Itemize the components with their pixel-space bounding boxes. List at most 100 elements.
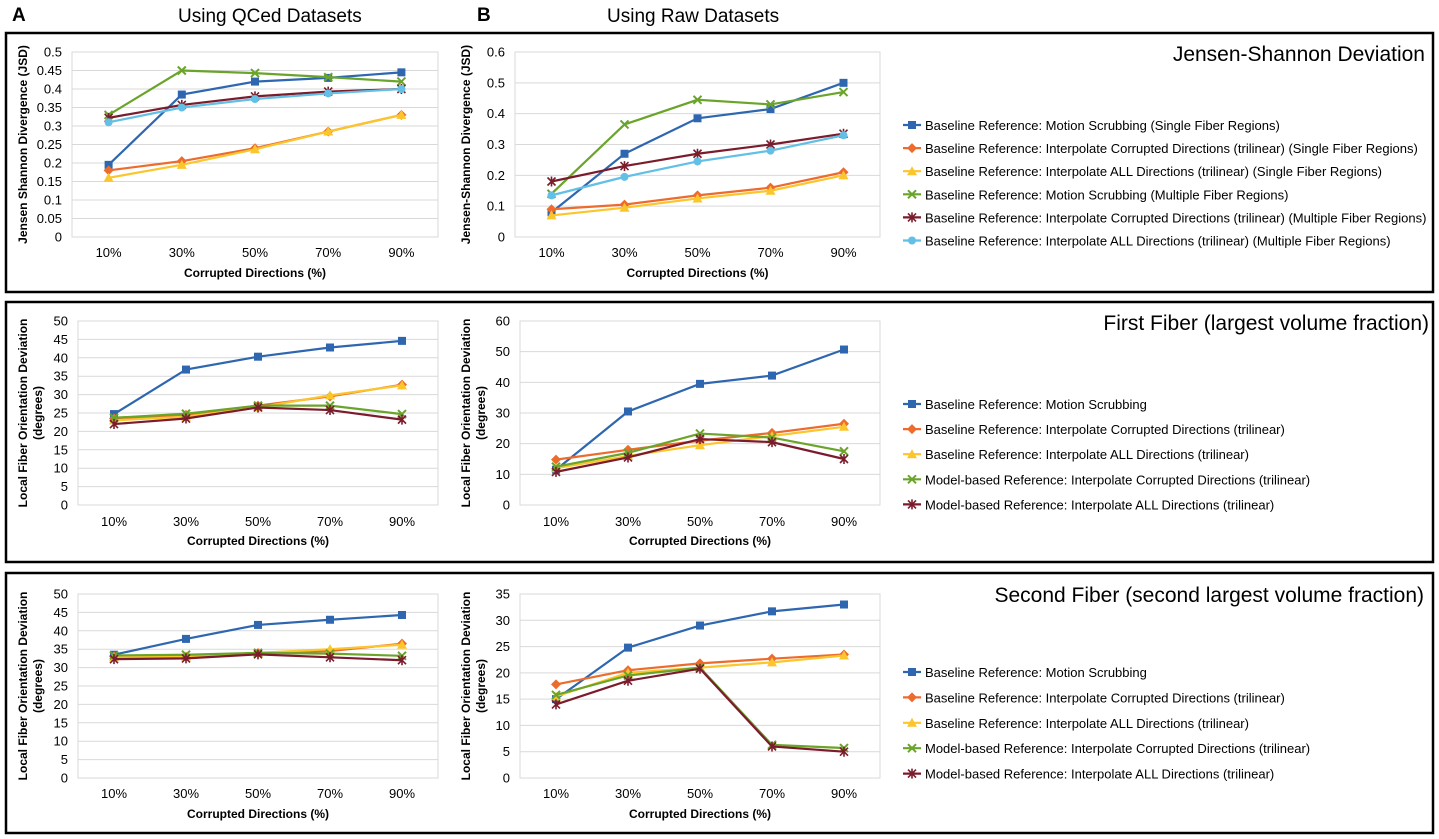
y-tick-label: 25 <box>54 679 68 694</box>
legend-label: Baseline Reference: Motion Scrubbing <box>925 397 1147 412</box>
y-tick-label: 45 <box>54 332 68 347</box>
y-tick-label: 0.3 <box>487 137 505 152</box>
x-tick-label: 30% <box>615 514 641 529</box>
data-point <box>839 454 849 464</box>
y-tick-label: 0 <box>61 771 68 786</box>
x-tick-label: 50% <box>242 245 268 260</box>
data-point <box>323 72 333 82</box>
row-title-first-fiber: First Fiber (largest volume fraction) <box>1103 312 1429 335</box>
x-tick-label: 10% <box>543 514 569 529</box>
y-tick-label: 25 <box>54 406 68 421</box>
data-point <box>695 440 705 450</box>
legend-marker <box>907 212 917 223</box>
chart-jsd-A: 0 0.05 0.1 0.15 0.2 0.25 0.3 0.35 0.4 0.45 0.5 10% 3… <box>16 45 439 280</box>
legend-label: Baseline Reference: Interpolate Corrupte… <box>925 141 1418 156</box>
chart-first-B: 0 10 20 30 40 50 60 10% 30% 50% 70% 90% Corrupted Di… <box>459 314 1310 549</box>
data-point <box>181 413 191 424</box>
data-point <box>696 379 704 388</box>
data-point <box>696 621 704 630</box>
plot-area <box>519 593 881 779</box>
data-point <box>619 119 630 130</box>
y-tick-label: 20 <box>54 424 68 439</box>
plot-area <box>519 320 881 506</box>
x-tick-label: 30% <box>173 514 199 529</box>
y-axis-title: Local Fiber Orientation Deviation <box>459 319 473 508</box>
data-point <box>839 746 849 757</box>
plot-area <box>514 51 881 238</box>
x-tick-label: 30% <box>173 786 199 801</box>
y-tick-label: 40 <box>54 350 68 365</box>
legend-marker <box>907 743 917 753</box>
data-point <box>546 204 557 215</box>
row-title-second-fiber: Second Fiber (second largest volume frac… <box>994 584 1424 607</box>
x-axis-title: Corrupted Directions (%) <box>629 534 771 548</box>
x-axis-title: Corrupted Directions (%) <box>187 534 329 548</box>
data-point <box>767 741 777 752</box>
x-axis-title: Corrupted Directions (%) <box>184 266 326 280</box>
row-title-jsd: Jensen-Shannon Deviation <box>1173 43 1425 66</box>
plot-area <box>77 593 439 779</box>
legend-label: Model-based Reference: Interpolate ALL D… <box>925 767 1274 782</box>
x-tick-label: 10% <box>101 514 127 529</box>
data-point <box>324 89 333 98</box>
x-axis-title: Corrupted Directions (%) <box>626 266 768 280</box>
data-point <box>251 94 259 103</box>
y-tick-label: 0.5 <box>487 75 505 90</box>
y-tick-label: 40 <box>496 375 510 390</box>
y-axis-title: (degrees) <box>31 659 45 713</box>
data-point <box>766 105 775 114</box>
data-point <box>695 663 705 674</box>
legend-marker <box>907 768 917 779</box>
plot-area <box>71 51 439 238</box>
x-tick-label: 10% <box>101 786 127 801</box>
data-point <box>840 345 848 354</box>
data-point <box>768 371 776 380</box>
chart-first-A: 0 5 10 15 20 25 30 35 40 45 50 10% 30% 50% 70% 90% Corru… <box>16 314 439 548</box>
data-point <box>250 68 260 78</box>
y-tick-label: 10 <box>496 718 510 733</box>
data-point <box>396 76 407 87</box>
data-point <box>397 414 407 425</box>
y-tick-label: 0.1 <box>487 199 505 214</box>
y-axis-title: Local Fiber Orientation Deviation <box>459 592 473 781</box>
data-point <box>396 109 407 119</box>
charts-layer: 00.050.10.150.20.250.30.350.40.450.510% 3… <box>16 45 1426 822</box>
x-tick-label: 70% <box>759 786 785 801</box>
data-point <box>840 600 848 609</box>
legend-marker <box>907 499 917 510</box>
y-tick-label: 50 <box>54 587 68 602</box>
data-point <box>109 654 119 665</box>
x-tick-label: 50% <box>245 786 271 801</box>
data-point <box>624 407 632 416</box>
plot-area <box>77 320 439 506</box>
y-tick-label: 0.2 <box>487 168 505 183</box>
legend-marker <box>907 166 917 176</box>
panel-a-title: Using QCed Datasets <box>178 6 362 27</box>
y-tick-label: 20 <box>496 436 510 451</box>
data-point <box>619 161 630 172</box>
y-tick-label: 35 <box>54 369 68 384</box>
y-tick-label: 0.4 <box>487 106 505 121</box>
data-point <box>177 103 186 112</box>
legend-label: Baseline Reference: Motion Scrubbing (Mu… <box>925 187 1288 202</box>
data-point <box>767 437 777 448</box>
y-tick-label: 0 <box>498 230 505 245</box>
y-axis-title: Jensen-Shannon Divergence (JSD) <box>459 45 473 244</box>
y-tick-label: 5 <box>61 479 68 494</box>
x-tick-label: 90% <box>830 245 856 260</box>
series-line <box>555 667 845 753</box>
y-tick-label: 0 <box>503 771 510 786</box>
data-point <box>619 202 630 212</box>
chart-second-A: 0 5 10 15 20 25 30 35 40 45 50 10% 30% 50% 70% 90% Corru… <box>16 587 439 821</box>
legend-marker <box>907 189 917 200</box>
data-point <box>254 352 262 361</box>
x-tick-label: 10% <box>538 245 564 260</box>
y-axis-title: (degrees) <box>474 386 488 440</box>
data-point <box>397 380 407 390</box>
x-tick-label: 10% <box>96 245 122 260</box>
x-tick-label: 50% <box>684 245 710 260</box>
y-tick-label: 0.15 <box>37 174 62 189</box>
data-point <box>326 615 334 624</box>
legend-label: Baseline Reference: Interpolate Corrupte… <box>925 690 1285 705</box>
